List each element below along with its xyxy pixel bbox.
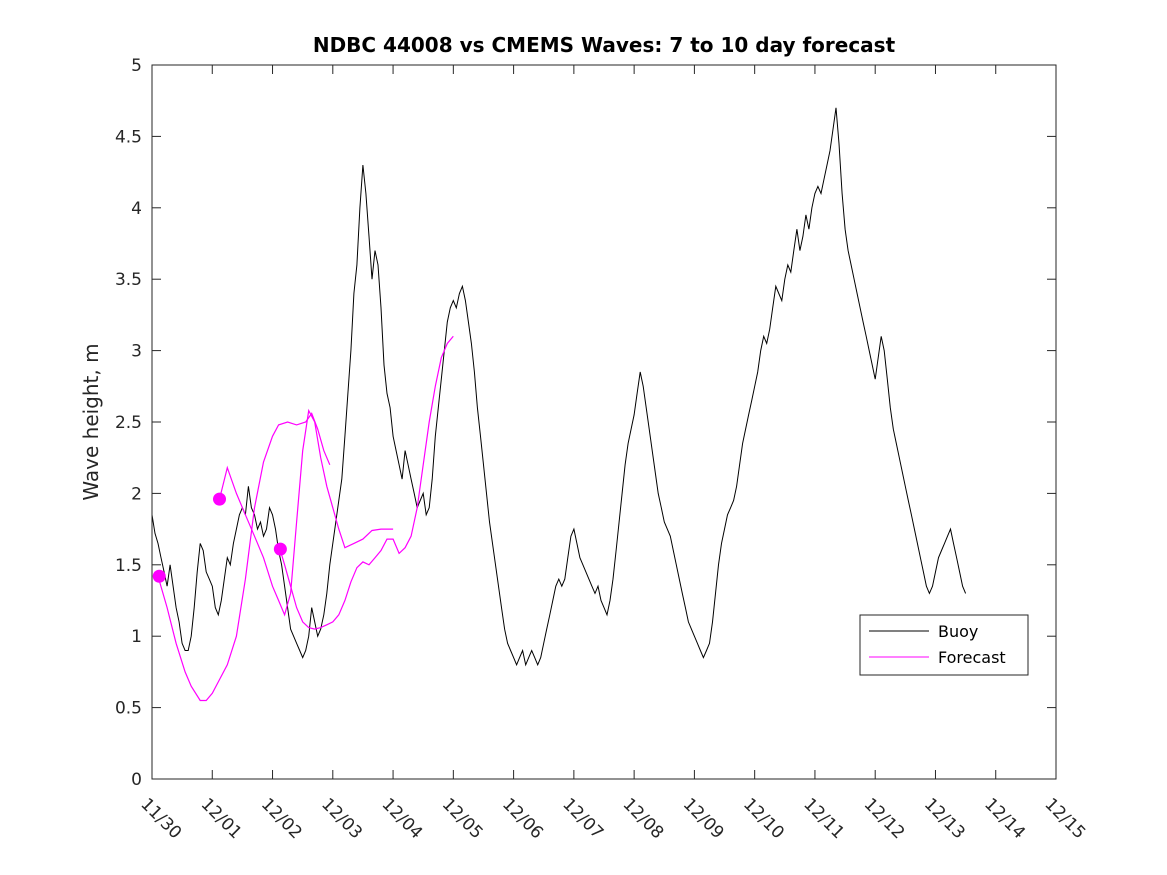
- x-tick-label: 12/08: [619, 794, 668, 843]
- legend-buoy-label: Buoy: [938, 622, 978, 641]
- axis-ticks: [151, 64, 1057, 780]
- y-axis-label: Wave height, m: [79, 343, 103, 500]
- y-tick-label: 0.5: [115, 699, 142, 719]
- x-tick-label: 12/10: [739, 794, 788, 843]
- forecast-start-marker: [152, 569, 166, 583]
- plot-area: [151, 107, 967, 702]
- series-line-buoy: [151, 107, 967, 667]
- y-tick-label: 2.5: [115, 413, 142, 433]
- chart-title: NDBC 44008 vs CMEMS Waves: 7 to 10 day f…: [313, 33, 896, 57]
- legend-box: [859, 614, 1029, 676]
- forecast-start-marker: [212, 492, 226, 506]
- x-tick-label: 12/09: [679, 794, 728, 843]
- y-tick-label: 4.5: [115, 127, 142, 147]
- y-tick-label: 4: [131, 199, 142, 219]
- x-tick-label: 12/01: [197, 794, 246, 843]
- x-axis-tick-labels: 11/30 12/01 12/02 12/03 12/04 12/05 12/06 12/07…: [136, 794, 1089, 843]
- x-tick-label: 12/03: [317, 794, 366, 843]
- x-tick-label: 12/07: [558, 794, 607, 843]
- forecast-start-marker: [273, 542, 287, 556]
- legend: Buoy Forecast: [859, 614, 1029, 676]
- y-tick-label: 3.5: [115, 270, 142, 290]
- x-tick-label: 12/06: [498, 794, 547, 843]
- y-tick-label: 5: [131, 56, 142, 76]
- legend-forecast-label: Forecast: [938, 648, 1006, 667]
- x-tick-label: 12/14: [980, 794, 1029, 843]
- y-tick-label: 0: [131, 770, 142, 790]
- series-line-forecast-3: [279, 335, 454, 630]
- y-tick-label: 2: [131, 484, 142, 504]
- series-line-forecast-2: [218, 408, 394, 617]
- x-tick-label: 11/30: [136, 794, 185, 843]
- y-tick-label: 1: [131, 627, 142, 647]
- y-tick-label: 3: [131, 342, 142, 362]
- x-tick-label: 12/05: [438, 794, 487, 843]
- x-tick-label: 12/02: [257, 794, 306, 843]
- y-tick-label: 1.5: [115, 556, 142, 576]
- x-tick-label: 12/12: [860, 794, 909, 843]
- x-tick-label: 12/04: [378, 794, 427, 843]
- x-tick-label: 12/13: [920, 794, 969, 843]
- x-tick-label: 12/15: [1040, 794, 1089, 843]
- y-axis-tick-labels: 0 0.5 1 1.5 2 2.5 3 3.5 4 4.5 5: [115, 56, 142, 790]
- x-tick-label: 12/11: [799, 794, 848, 843]
